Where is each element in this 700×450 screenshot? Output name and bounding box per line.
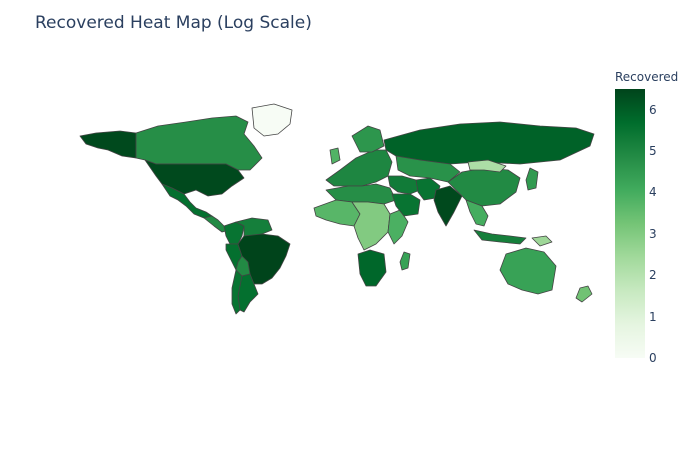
region-japan[interactable] (525, 167, 539, 191)
region-south-africa[interactable] (357, 249, 387, 287)
region-saudi-arabia[interactable] (391, 193, 421, 217)
region-new-zealand[interactable] (575, 285, 593, 303)
region-russia[interactable] (383, 121, 595, 165)
region-scandinavia[interactable] (351, 125, 385, 153)
region-papua-new-guinea[interactable] (531, 235, 553, 247)
region-india[interactable] (433, 185, 463, 227)
region-indonesia[interactable] (473, 229, 527, 245)
region-greenland[interactable] (251, 103, 293, 137)
region-chile[interactable] (231, 269, 243, 315)
region-australia[interactable] (499, 247, 557, 295)
region-uk[interactable] (329, 147, 341, 165)
region-usa[interactable] (144, 159, 245, 197)
colorbar-tick: 3 (649, 226, 657, 241)
region-middle-east[interactable] (387, 175, 421, 195)
region-central-africa[interactable] (351, 201, 391, 251)
colorbar-tick: 0 (649, 351, 657, 365)
region-canada[interactable] (135, 115, 263, 171)
colorbar (615, 89, 645, 358)
colorbar-tick: 1 (649, 309, 657, 324)
colorbar-tick: 2 (649, 268, 657, 283)
region-southeast-asia[interactable] (465, 199, 489, 227)
colorbar-tick: 5 (649, 144, 657, 159)
colorbar-tick: 4 (649, 185, 657, 200)
region-madagascar[interactable] (399, 251, 411, 271)
colorbar-title: Recovered (615, 70, 679, 84)
region-mongolia[interactable] (467, 159, 507, 173)
chart-title: Recovered Heat Map (Log Scale) (35, 13, 312, 33)
region-europe[interactable] (325, 149, 393, 187)
map-regions (79, 103, 595, 315)
region-alaska[interactable] (79, 130, 137, 159)
colorbar-tick: 6 (649, 102, 657, 117)
